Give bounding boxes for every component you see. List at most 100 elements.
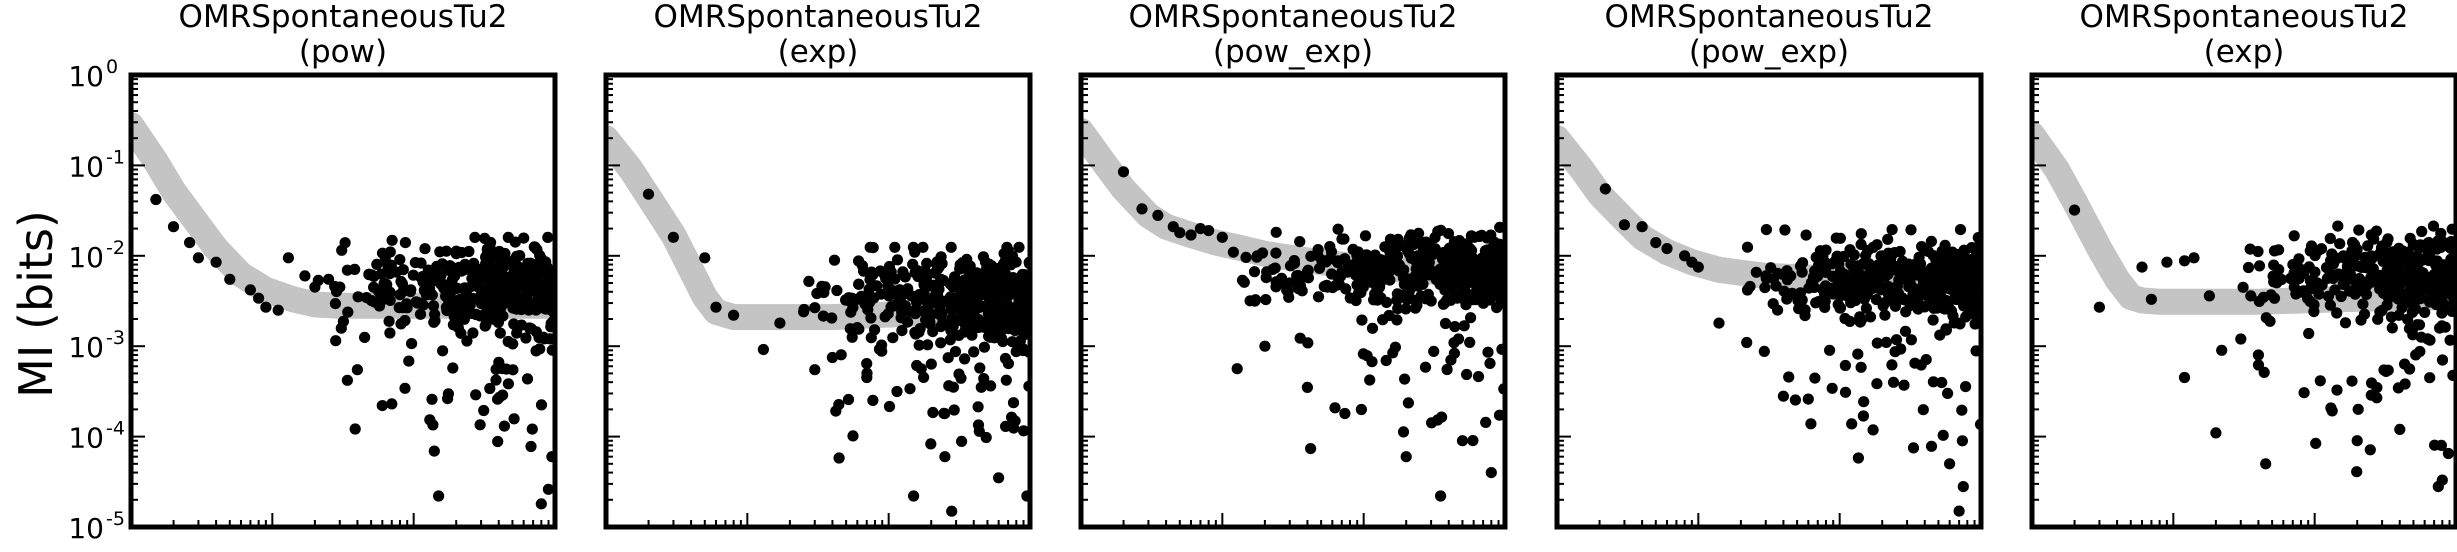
data-point [1871,378,1882,389]
data-point [1797,257,1808,268]
panel-title-line-1: OMRSpontaneousTu2 [1605,0,1934,35]
data-point [1934,252,1945,263]
data-point [1375,258,1386,269]
data-point [2253,349,2264,360]
y-tick-exponent: -2 [106,237,125,259]
data-point [934,261,945,272]
data-point [1405,229,1416,240]
data-point [1835,302,1846,313]
data-point [520,332,531,343]
data-point [1464,337,1475,348]
data-point [1849,249,1860,260]
data-point [831,285,842,296]
data-point [1391,314,1402,325]
data-point [2289,230,2300,241]
panel-title-line-1: OMRSpontaneousTu2 [2080,0,2409,35]
data-point [2366,250,2377,261]
scatter-points [1118,166,1511,501]
data-point [1954,318,1965,329]
data-point [1761,224,1772,235]
data-point [2179,372,2190,383]
data-point [1374,281,1385,292]
data-point [919,265,930,276]
data-point [1136,203,1147,214]
data-point [470,389,481,400]
data-point [853,279,864,290]
data-point [383,264,394,275]
data-point [910,267,921,278]
data-point [1185,229,1196,240]
data-point [1428,246,1439,257]
data-point [429,446,440,457]
data-point [527,424,538,435]
data-point [945,291,956,302]
data-point [1790,394,1801,405]
data-point [2336,291,2347,302]
data-point [1240,252,1251,263]
data-point [1402,279,1413,290]
data-point [1013,339,1024,350]
data-point [1783,371,1794,382]
data-point [2094,302,2105,313]
data-point [1152,210,1163,221]
data-point [525,441,536,452]
data-point [924,318,935,329]
data-point [891,386,902,397]
data-point [2069,205,2080,216]
data-point [1882,234,1893,245]
data-point [816,281,827,292]
data-point [1938,263,1949,274]
data-point [524,322,535,333]
data-point [1461,369,1472,380]
data-point [1436,412,1447,423]
data-point [428,300,439,311]
data-point [442,393,453,404]
data-point [394,254,405,265]
data-point [537,280,548,291]
data-point [397,278,408,289]
data-point [1879,310,1890,321]
data-point [2396,249,2407,260]
data-point [952,315,963,326]
data-point [836,349,847,360]
data-point [2416,226,2427,237]
data-point [533,332,544,343]
data-point [1001,242,1012,253]
data-point [1426,417,1437,428]
data-point [853,294,864,305]
data-point [2359,309,2370,320]
data-point [469,232,480,243]
data-point [2245,244,2256,255]
data-point [2310,438,2321,449]
data-point [1856,228,1867,239]
data-point [1456,247,1467,258]
data-point [1356,273,1367,284]
data-point [2412,319,2423,330]
data-point [861,368,872,379]
data-point [943,380,954,391]
data-point [973,419,984,430]
data-point [1467,435,1478,446]
data-point [1270,248,1281,259]
data-point [361,292,372,303]
y-tick-exponent: -3 [106,327,125,349]
data-point [485,243,496,254]
data-point [981,289,992,300]
data-point [1302,337,1313,348]
data-point [434,246,445,257]
data-point [406,338,417,349]
data-point [809,364,820,375]
data-point [403,356,414,367]
data-point [973,302,984,313]
data-point [1457,435,1468,446]
panel-title-line-1: OMRSpontaneousTu2 [179,0,508,35]
data-point [1890,346,1901,357]
data-point [1345,292,1356,303]
data-point [1878,300,1889,311]
data-point [1862,289,1873,300]
data-point [2430,271,2441,282]
data-point [945,334,956,345]
data-point [1868,424,1879,435]
data-point [1853,452,1864,463]
data-point [1858,410,1869,421]
